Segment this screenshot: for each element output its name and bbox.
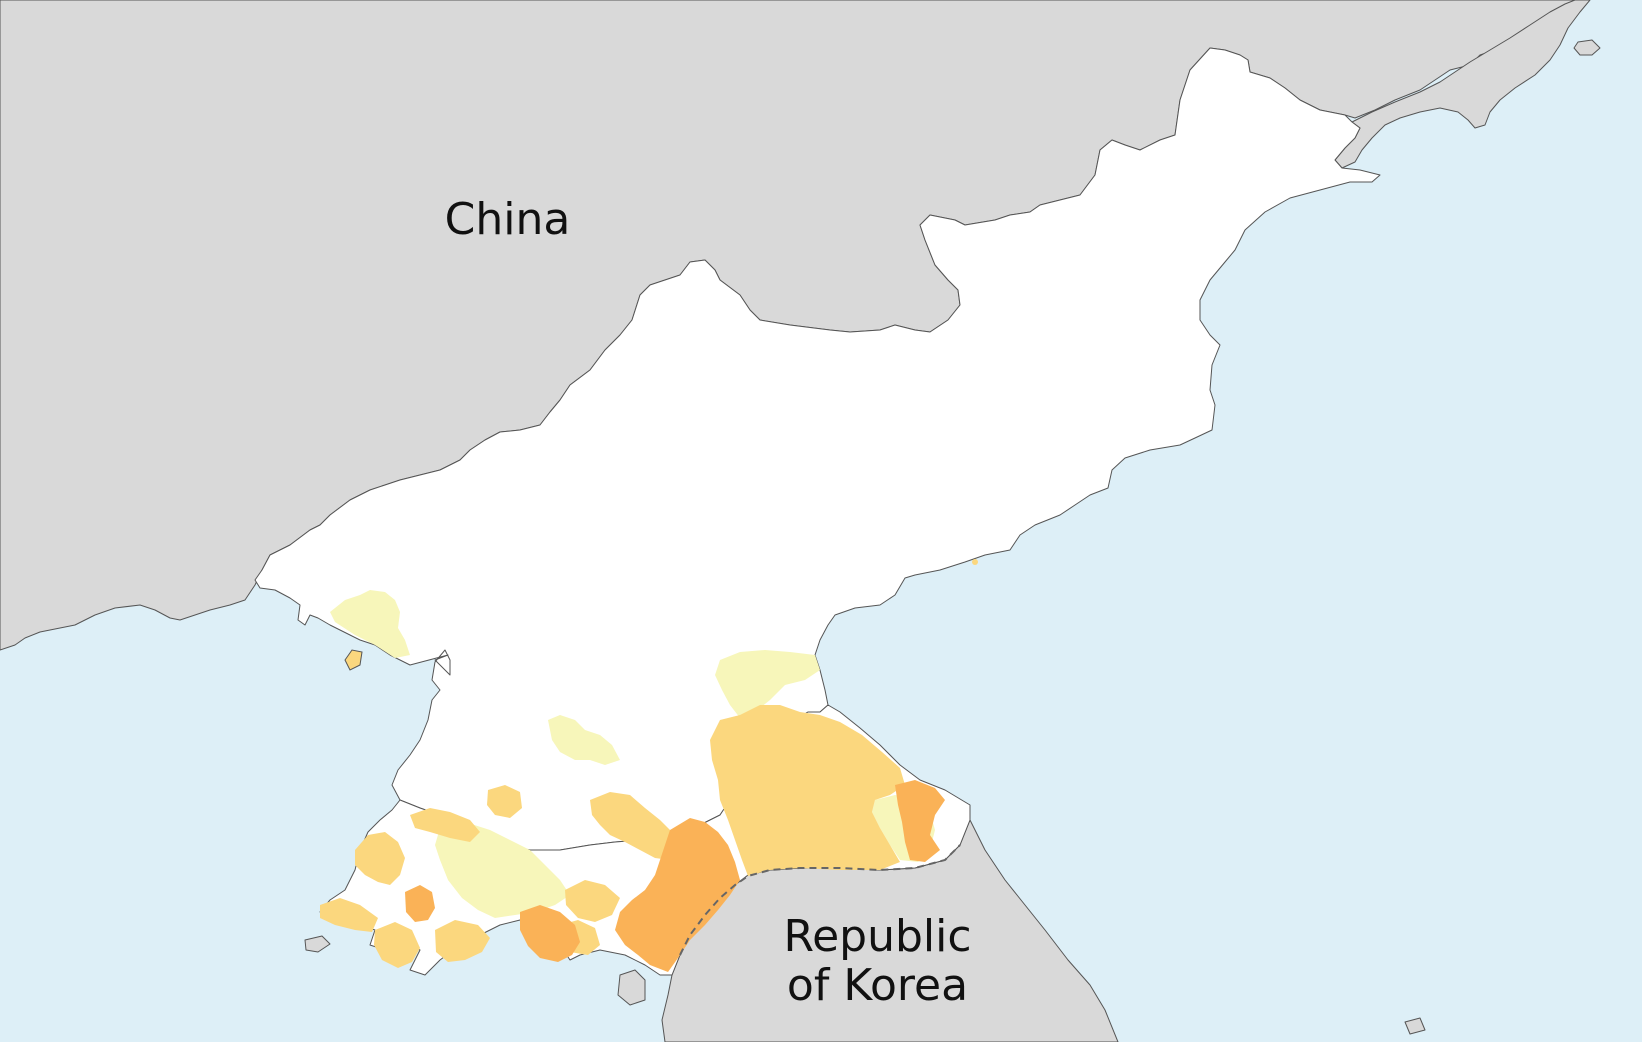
region-medium-sw3 xyxy=(355,832,405,885)
island-nw xyxy=(344,649,363,671)
region-medium-east-main xyxy=(710,705,905,876)
north-korea-landmass xyxy=(254,47,1381,851)
region-medium-sw1 xyxy=(487,785,522,818)
label-republic-of-korea: Republic of Korea xyxy=(783,911,972,1012)
region-light-nw xyxy=(330,590,410,658)
label-china: China xyxy=(444,194,571,245)
region-dark-sw2 xyxy=(520,905,580,962)
shade-dark-regions xyxy=(405,780,945,972)
island-west-2 xyxy=(304,935,331,953)
region-light-center xyxy=(548,715,620,765)
region-dot xyxy=(972,559,978,565)
region-dark-sw1 xyxy=(405,885,435,922)
region-medium-sw4 xyxy=(320,898,378,932)
region-medium-s1 xyxy=(565,880,620,922)
island-sw xyxy=(1404,1017,1426,1035)
shade-medium-regions xyxy=(320,705,905,968)
region-light-ne1 xyxy=(715,650,820,718)
region-light-sw xyxy=(435,822,570,918)
region-dark-center xyxy=(615,818,740,972)
region-dark-east xyxy=(895,780,945,862)
island-ne xyxy=(1573,39,1601,56)
russia-landmass xyxy=(1334,0,1591,169)
island-west-1 xyxy=(617,969,646,1006)
region-medium-sw5 xyxy=(374,922,420,968)
region-medium-sw6 xyxy=(435,920,490,962)
region-medium-center xyxy=(590,792,682,860)
region-medium-sw2 xyxy=(410,808,480,842)
